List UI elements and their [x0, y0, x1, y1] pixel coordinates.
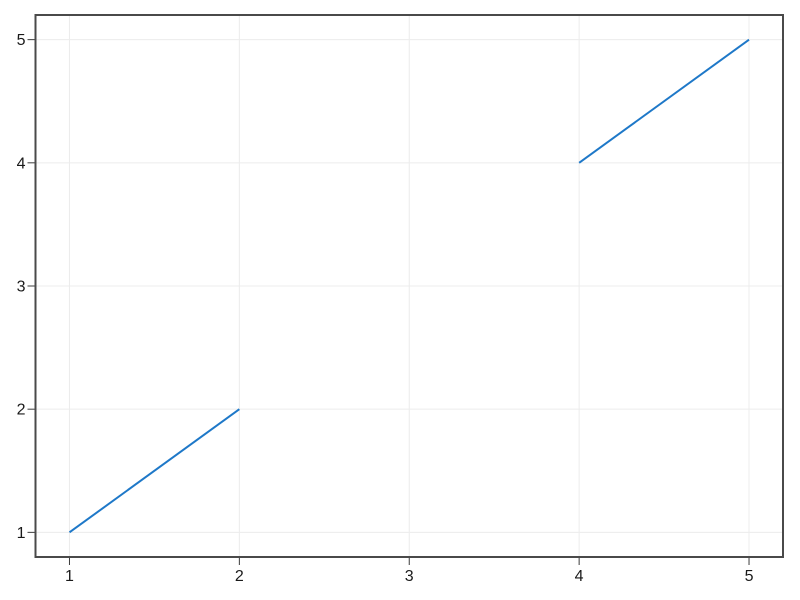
- plot-frame: [34, 14, 784, 558]
- x-tick-label: 1: [65, 568, 74, 585]
- data-line-segment: [578, 38, 750, 164]
- data-line-segment: [68, 408, 240, 534]
- x-tick-label: 2: [235, 568, 244, 585]
- x-tick-label: 5: [745, 568, 754, 585]
- x-tick-label: 3: [405, 568, 414, 585]
- y-tick-label: 1: [17, 525, 26, 542]
- y-tick-label: 3: [17, 279, 26, 296]
- x-tick-label: 4: [575, 568, 584, 585]
- y-tick-label: 5: [17, 32, 26, 49]
- y-tick-label: 4: [17, 155, 26, 172]
- y-tick-label: 2: [17, 402, 26, 419]
